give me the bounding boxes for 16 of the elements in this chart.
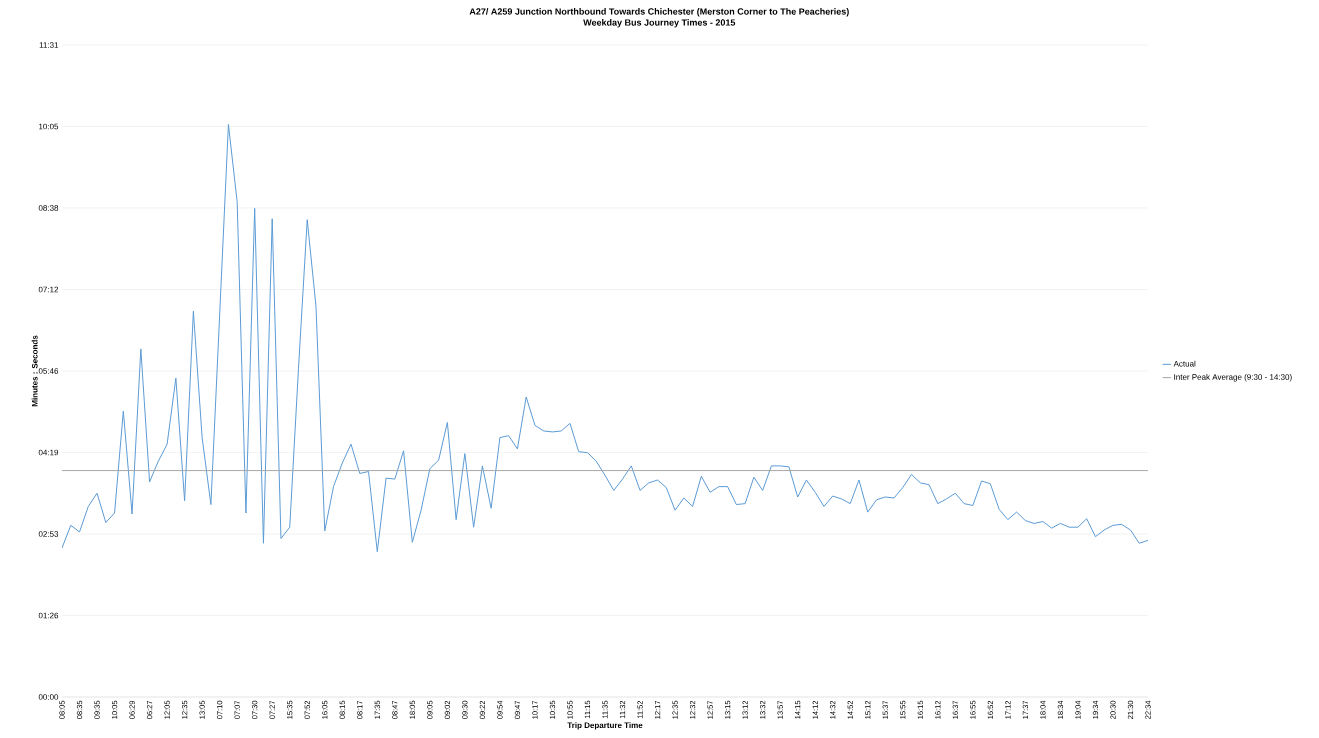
legend-label: Inter Peak Average (9:30 - 14:30) [1174,373,1292,382]
y-tick-label: 01:26 [38,612,59,619]
y-tick-label: 11:31 [39,42,59,48]
y-tick-label: 08:38 [38,205,59,211]
y-tick-label: 10:05 [39,123,59,130]
legend-label: Actual [1173,360,1196,367]
y-tick-label: 00:00 [38,694,59,700]
y-axis-title: Minutes : Seconds [31,335,38,407]
chart-title: A27/ A259 Junction Northbound Towards Chichester (Merston Corner to The Peacheries) [469,8,849,17]
x-axis-title: Trip Departure Time [567,722,643,730]
y-tick-label: 04:19 [38,449,59,456]
y-tick-label: 07:12 [38,286,59,293]
y-tick-label: 02:53 [38,531,59,537]
y-tick-label: 05:46 [38,368,59,374]
chart-subtitle: Weekday Bus Journey Times - 2015 [583,19,736,28]
line-series [62,123,1148,553]
